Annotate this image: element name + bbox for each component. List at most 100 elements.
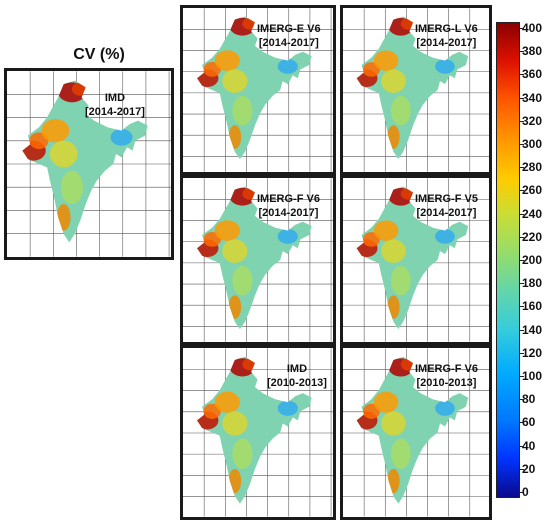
- map-panel-imerg-e-v6-2014-2017: IMERG-E V6 [2014-2017]: [180, 5, 336, 175]
- colorbar-tick-label: 120: [522, 345, 543, 360]
- cv-region: [60, 170, 83, 205]
- colorbar: [496, 22, 520, 498]
- colorbar-tick-label: 40: [522, 438, 536, 453]
- colorbar-tick-label: 240: [522, 206, 543, 221]
- panel-label: IMERG-L V6 [2014-2017]: [415, 23, 478, 49]
- panel-label: IMERG-E V6 [2014-2017]: [257, 23, 321, 49]
- cv-region: [242, 17, 258, 30]
- panel-label: IMERG-F V6 [2010-2013]: [415, 363, 478, 389]
- colorbar-tick-label: 80: [522, 392, 536, 407]
- cv-region: [435, 400, 455, 416]
- cv-region: [400, 358, 416, 371]
- cv-region: [228, 295, 242, 319]
- cv-region: [228, 125, 242, 149]
- figure-title: CV (%): [73, 46, 125, 63]
- india-map: [343, 348, 489, 517]
- colorbar-tick-label: 220: [522, 229, 543, 244]
- colorbar-tick-mark: [520, 51, 524, 53]
- cv-region: [214, 220, 240, 241]
- cv-region: [400, 17, 416, 30]
- colorbar-tick-mark: [520, 28, 524, 29]
- cv-region: [381, 69, 406, 93]
- cv-region: [222, 411, 248, 436]
- cv-region: [228, 468, 242, 494]
- colorbar-tick-mark: [520, 190, 524, 192]
- map-panel-imd-2010-2013: IMD [2010-2013]: [180, 345, 336, 520]
- panel-label: IMERG-F V6 [2014-2017]: [257, 193, 320, 219]
- colorbar-tick-label: 60: [522, 415, 536, 430]
- cv-region: [381, 239, 406, 263]
- cv-region: [400, 187, 416, 200]
- colorbar-tick-label: 360: [522, 67, 543, 82]
- cv-region: [56, 204, 71, 231]
- colorbar-tick-label: 140: [522, 322, 543, 337]
- colorbar-tick-mark: [520, 283, 524, 285]
- colorbar-tick-label: 200: [522, 253, 543, 267]
- colorbar-tick-label: 300: [522, 137, 543, 151]
- cv-region: [277, 229, 298, 244]
- colorbar-tick-mark: [520, 329, 524, 331]
- cv-region: [381, 411, 406, 436]
- cv-region: [391, 95, 411, 126]
- map-panel-imerg-l-v6-2014-2017: IMERG-L V6 [2014-2017]: [340, 5, 492, 175]
- colorbar-tick-label: 0: [522, 485, 529, 499]
- colorbar-tick-mark: [520, 376, 524, 377]
- colorbar-tick-label: 160: [522, 299, 543, 314]
- cv-region: [242, 187, 258, 200]
- cv-region: [435, 229, 455, 244]
- map-panel-imerg-f-v6-2010-2013: IMERG-F V6 [2010-2013]: [340, 345, 492, 520]
- colorbar-tick-label: 320: [522, 113, 543, 128]
- india-map: [7, 71, 171, 257]
- colorbar-tick-mark: [520, 306, 524, 308]
- cv-region: [110, 128, 133, 146]
- colorbar-tick-mark: [520, 422, 524, 424]
- colorbar-tick-mark: [520, 97, 524, 99]
- cv-region: [222, 69, 248, 93]
- cv-region: [435, 59, 455, 74]
- map-panel-imd-2014-2017: IMD [2014-2017]: [4, 68, 174, 260]
- cv-region: [232, 265, 253, 296]
- colorbar-tick-mark: [520, 213, 524, 215]
- panel-label: IMD [2014-2017]: [85, 92, 145, 118]
- cv-region: [214, 50, 240, 71]
- colorbar-tick-label: 20: [522, 461, 536, 476]
- cv-region: [277, 400, 298, 416]
- india-map: [343, 8, 489, 172]
- panel-label: IMD [2010-2013]: [267, 363, 327, 389]
- cv-region: [41, 118, 70, 143]
- colorbar-tick-label: 180: [522, 276, 543, 291]
- india-map: [183, 348, 333, 517]
- cv-region: [214, 391, 240, 413]
- colorbar-tick-label: 100: [522, 369, 543, 383]
- cv-region: [242, 358, 258, 371]
- cv-region: [232, 438, 253, 469]
- india-map: [183, 8, 333, 172]
- panel-label: IMERG-F V5 [2014-2017]: [415, 193, 478, 219]
- map-panel-imerg-f-v6-2014-2017: IMERG-F V6 [2014-2017]: [180, 175, 336, 345]
- colorbar-tick-mark: [520, 468, 524, 470]
- colorbar-tick-label: 280: [522, 160, 543, 175]
- colorbar-tick-mark: [520, 236, 524, 238]
- colorbar-tick-mark: [520, 445, 524, 447]
- colorbar-tick-mark: [520, 167, 524, 169]
- cv-region: [373, 220, 399, 241]
- cv-region: [391, 438, 411, 469]
- colorbar-tick-label: 380: [522, 44, 543, 59]
- cv-region: [49, 140, 78, 168]
- colorbar-tick-mark: [520, 74, 524, 76]
- colorbar-tick-label: 340: [522, 90, 543, 105]
- cv-region: [387, 468, 400, 494]
- cv-region: [232, 95, 253, 126]
- cv-region: [373, 391, 399, 413]
- colorbar-tick-mark: [520, 260, 524, 261]
- cv-region: [373, 50, 399, 71]
- cv-region: [222, 239, 248, 263]
- colorbar-tick-label: 260: [522, 183, 543, 198]
- map-panel-imerg-f-v5-2014-2017: IMERG-F V5 [2014-2017]: [340, 175, 492, 345]
- cv-region: [387, 295, 400, 319]
- colorbar-tick-mark: [520, 399, 524, 401]
- india-map: [343, 178, 489, 342]
- colorbar-tick-mark: [520, 144, 524, 145]
- colorbar-tick-label: 400: [522, 21, 543, 35]
- cv-region: [387, 125, 400, 149]
